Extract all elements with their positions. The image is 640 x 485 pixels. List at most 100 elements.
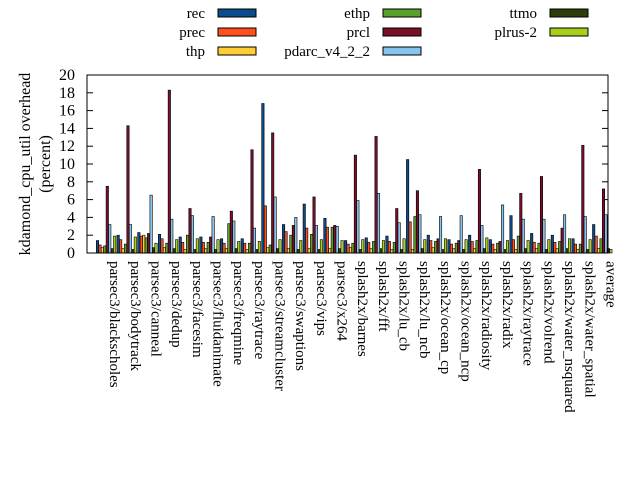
bar-pdarc_v4_2_2-parsec3-facesim xyxy=(190,215,194,254)
bar-ttmo-splash2x-radiosity xyxy=(482,248,486,254)
bar-prec-parsec3-bodytrack xyxy=(119,239,123,254)
bar-rec-parsec3-fluidanimate xyxy=(199,236,203,254)
bar-rec-splash2x-fft xyxy=(364,237,368,254)
x-tick-label: splash2x/barnes xyxy=(354,261,370,357)
bar-thp-splash2x-fft xyxy=(369,248,373,254)
bar-pdarc_v4_2_2-splash2x-raytrace xyxy=(521,218,525,254)
bar-prcl-splash2x-volrend xyxy=(539,176,543,254)
bar-plrus-2-parsec3-blackscholes xyxy=(113,235,117,254)
legend-label: prcl xyxy=(347,25,370,41)
bar-plrus-2-parsec3-canneal xyxy=(154,242,158,254)
legend-swatch-prcl xyxy=(382,27,422,37)
bar-pdarc_v4_2_2-splash2x-radiosity xyxy=(480,225,484,254)
legend-swatch-ethp xyxy=(382,8,422,18)
bar-ethp-parsec3-raytrace xyxy=(248,242,252,254)
bar-thp-splash2x-water-nsquared xyxy=(555,248,559,254)
bar-rec-splash2x-radix xyxy=(488,239,492,254)
bar-ttmo-splash2x-barnes xyxy=(358,249,362,254)
bar-plrus-2-parsec3-dedup xyxy=(175,239,179,254)
bar-prcl-splash2x-water-nsquared xyxy=(560,227,564,254)
bar-plrus-2-parsec3-fluidanimate xyxy=(216,239,220,254)
bar-ethp-parsec3-dedup xyxy=(165,242,169,254)
bar-ethp-splash2x-fft xyxy=(372,241,376,254)
bar-ethp-parsec3-fluidanimate xyxy=(206,242,210,254)
bar-prec-parsec3-facesim xyxy=(181,242,185,254)
bar-plrus-2-parsec3-bodytrack xyxy=(133,236,137,254)
bar-rec-parsec3-freqmine xyxy=(220,238,224,254)
bar-prcl-parsec3-vips xyxy=(312,196,316,254)
bar-ethp-parsec3-x264 xyxy=(330,226,334,254)
bar-pdarc_v4_2_2-parsec3-dedup xyxy=(170,218,174,254)
bar-ttmo-splash2x-lu-cb xyxy=(400,249,404,254)
x-tick-label: splash2x/radix xyxy=(499,261,515,349)
bar-prec-parsec3-vips xyxy=(305,227,309,254)
bar-pdarc_v4_2_2-splash2x-ocean-ncp xyxy=(459,215,463,254)
bar-prcl-average xyxy=(601,188,605,254)
bar-thp-splash2x-lu-ncb xyxy=(411,249,415,254)
x-tick-label: parsec3/freqmine xyxy=(230,261,246,365)
bar-prcl-parsec3-facesim xyxy=(188,208,192,254)
x-tick-label: splash2x/volrend xyxy=(540,261,556,364)
y-tick-label: 18 xyxy=(59,85,75,102)
bar-prcl-splash2x-ocean-cp xyxy=(436,238,440,254)
y-axis-label-line: (percent) xyxy=(37,135,54,193)
bar-plrus-2-splash2x-water-nsquared xyxy=(567,238,571,254)
bar-ttmo-parsec3-blackscholes xyxy=(110,248,114,254)
bar-plrus-2-splash2x-radix xyxy=(505,240,509,254)
y-axis-label: kdamond_cpu_util overhead (percent) xyxy=(17,73,54,256)
bar-ttmo-parsec3-canneal xyxy=(152,247,156,254)
legend-label: ethp xyxy=(344,6,370,22)
bar-rec-parsec3-vips xyxy=(302,203,306,254)
bar-ethp-parsec3-canneal xyxy=(144,237,148,254)
bar-rec-parsec3-x264 xyxy=(323,217,327,254)
x-tick-label: parsec3/vips xyxy=(313,261,329,336)
bar-thp-splash2x-lu-cb xyxy=(390,249,394,254)
bar-ttmo-parsec3-fluidanimate xyxy=(214,249,218,254)
x-tick-label: parsec3/blackscholes xyxy=(106,261,122,388)
bar-prcl-parsec3-swaptions xyxy=(291,225,295,254)
bar-prec-parsec3-raytrace xyxy=(243,242,247,254)
y-tick-label: 6 xyxy=(67,192,75,209)
bar-thp-parsec3-bodytrack xyxy=(121,248,125,254)
bar-thp-parsec3-raytrace xyxy=(245,249,249,254)
y-tick-label: 20 xyxy=(59,67,75,84)
bar-pdarc_v4_2_2-splash2x-fft xyxy=(377,193,381,254)
bar-prcl-splash2x-fft xyxy=(374,136,378,254)
legend: rec prec thp ethp prcl pdarc_v4_2_2 ttmo plrus-… xyxy=(179,6,589,60)
bar-plrus-2-parsec3-swaptions xyxy=(299,240,303,254)
x-tick-label: parsec3/bodytrack xyxy=(127,261,143,371)
bar-plrus-2-splash2x-water-spatial xyxy=(588,239,592,254)
bar-pdarc_v4_2_2-splash2x-volrend xyxy=(542,218,546,254)
x-tick-label: splash2x/water_nsquared xyxy=(561,261,577,413)
bar-prec-parsec3-freqmine xyxy=(222,242,226,254)
bar-ttmo-splash2x-water-nsquared xyxy=(565,248,569,254)
x-tick-label: splash2x/lu_ncb xyxy=(416,261,432,359)
bar-prec-splash2x-lu-ncb xyxy=(408,221,412,254)
x-tick-label: splash2x/ocean_ncp xyxy=(458,261,474,382)
bar-ttmo-splash2x-volrend xyxy=(544,249,548,254)
bar-prec-splash2x-raytrace xyxy=(511,239,515,254)
bar-rec-splash2x-raytrace xyxy=(509,215,513,254)
bar-pdarc_v4_2_2-splash2x-ocean-cp xyxy=(439,216,443,254)
legend-label: plrus-2 xyxy=(495,25,538,41)
bar-prcl-splash2x-ocean-ncp xyxy=(457,240,461,254)
bar-plrus-2-splash2x-ocean-cp xyxy=(443,238,447,254)
bar-ttmo-splash2x-radix xyxy=(503,249,507,254)
bar-prec-parsec3-streamcluster xyxy=(263,205,267,254)
bar-prec-splash2x-radix xyxy=(491,243,495,254)
plot-frame xyxy=(86,74,609,254)
x-tick-label: splash2x/raytrace xyxy=(520,261,536,366)
bar-prec-parsec3-canneal xyxy=(139,235,143,254)
bar-prcl-parsec3-x264 xyxy=(333,225,337,254)
bar-ethp-splash2x-barnes xyxy=(351,242,355,254)
bar-prcl-parsec3-raytrace xyxy=(250,149,254,254)
bar-plrus-2-parsec3-raytrace xyxy=(257,241,261,254)
bar-rec-average xyxy=(592,224,596,254)
x-tick-label: splash2x/radiosity xyxy=(478,261,494,371)
bar-prec-splash2x-lu-cb xyxy=(387,241,391,254)
bar-rec-splash2x-radiosity xyxy=(468,234,472,254)
y-tick-label: 10 xyxy=(59,156,75,173)
bar-ttmo-parsec3-raytrace xyxy=(255,249,259,254)
bars xyxy=(96,89,613,254)
x-tick-label: parsec3/streamcluster xyxy=(272,261,288,391)
